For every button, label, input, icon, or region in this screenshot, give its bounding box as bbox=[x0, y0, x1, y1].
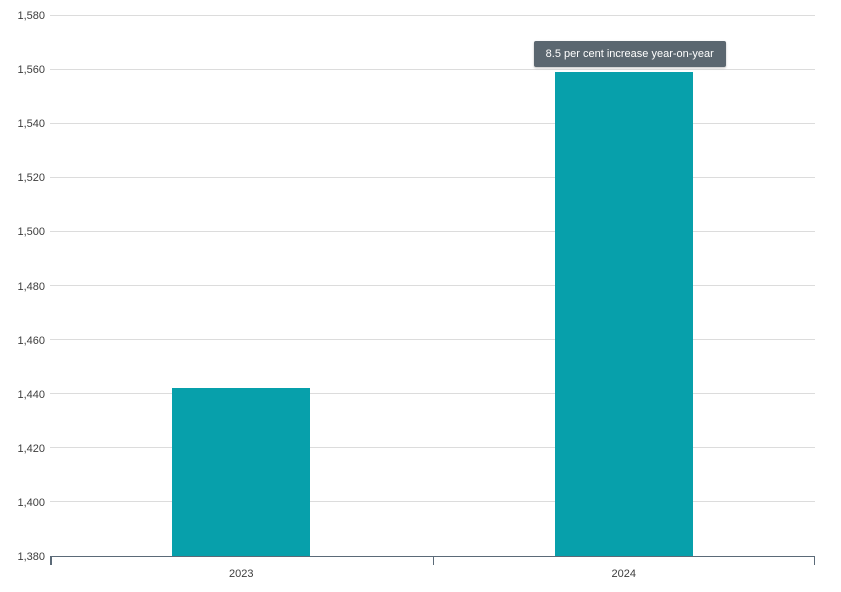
y-axis-tick-label: 1,560 bbox=[17, 64, 45, 77]
gridline bbox=[50, 68, 815, 70]
gridline bbox=[50, 393, 815, 395]
bar-2024[interactable] bbox=[554, 71, 693, 556]
gridline bbox=[50, 501, 815, 503]
x-axis-tick bbox=[50, 556, 52, 565]
y-axis-tick-label: 1,420 bbox=[17, 442, 45, 455]
gridline bbox=[50, 176, 815, 178]
y-axis-tick-label: 1,400 bbox=[17, 496, 45, 509]
x-axis-tick bbox=[432, 556, 434, 565]
bar-2023[interactable] bbox=[172, 388, 311, 556]
annotation-callout: 8.5 per cent increase year-on-year bbox=[533, 40, 726, 67]
y-axis-tick-label: 1,580 bbox=[17, 10, 45, 22]
y-axis-tick-label: 1,480 bbox=[17, 280, 45, 293]
y-axis-tick-label: 1,500 bbox=[17, 226, 45, 239]
y-axis-tick-label: 1,440 bbox=[17, 388, 45, 401]
x-axis-label-2023: 2023 bbox=[229, 568, 254, 580]
gridline bbox=[50, 285, 815, 286]
gridline bbox=[50, 122, 815, 124]
y-axis-tick-label: 1,380 bbox=[17, 551, 45, 563]
x-axis-tick bbox=[813, 556, 815, 565]
gridline bbox=[50, 230, 815, 232]
y-axis-tick-label: 1,520 bbox=[17, 172, 45, 185]
gridline bbox=[50, 14, 815, 16]
x-axis-label-2024: 2024 bbox=[611, 568, 636, 580]
gridline bbox=[50, 339, 815, 341]
y-axis-tick-label: 1,540 bbox=[17, 118, 45, 131]
x-axis-line bbox=[50, 555, 814, 557]
gridline bbox=[50, 447, 815, 449]
y-axis-tick-label: 1,460 bbox=[17, 334, 45, 347]
